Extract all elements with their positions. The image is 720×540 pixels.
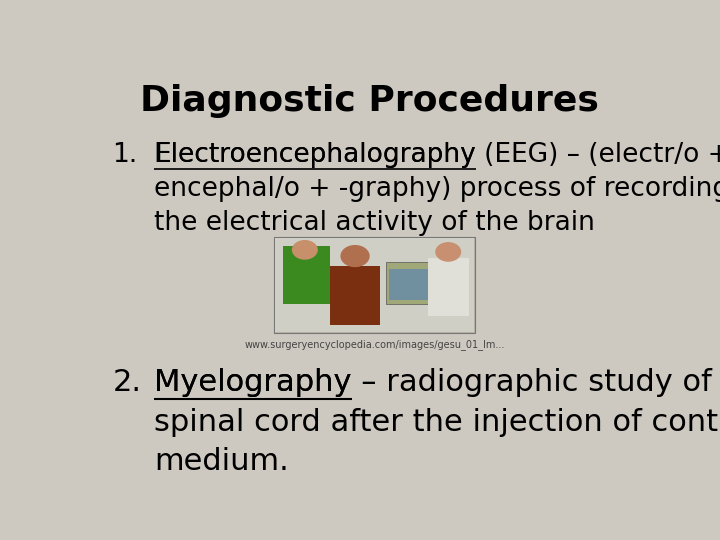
Text: medium.: medium.: [154, 447, 289, 476]
Text: 1.: 1.: [112, 141, 138, 168]
FancyBboxPatch shape: [275, 238, 474, 332]
FancyBboxPatch shape: [428, 258, 469, 316]
FancyBboxPatch shape: [389, 268, 428, 300]
Text: Electroencephalography (EEG) – (electr/o +: Electroencephalography (EEG) – (electr/o…: [154, 141, 720, 168]
FancyBboxPatch shape: [330, 266, 380, 325]
FancyBboxPatch shape: [274, 238, 475, 333]
Text: Electroencephalography: Electroencephalography: [154, 141, 476, 168]
Circle shape: [341, 246, 369, 266]
Text: Myelography: Myelography: [154, 368, 351, 397]
FancyBboxPatch shape: [282, 246, 330, 304]
Text: spinal cord after the injection of contrast: spinal cord after the injection of contr…: [154, 408, 720, 437]
FancyBboxPatch shape: [386, 262, 433, 304]
Text: 2.: 2.: [112, 368, 141, 397]
Text: Myelography – radiographic study of the: Myelography – radiographic study of the: [154, 368, 720, 397]
Text: the electrical activity of the brain: the electrical activity of the brain: [154, 210, 595, 236]
Text: encephal/o + -graphy) process of recording: encephal/o + -graphy) process of recordi…: [154, 176, 720, 202]
Text: Diagnostic Procedures: Diagnostic Procedures: [140, 84, 598, 118]
Text: www.surgeryencyclopedia.com/images/gesu_01_Im...: www.surgeryencyclopedia.com/images/gesu_…: [244, 339, 505, 350]
Circle shape: [436, 243, 461, 261]
Circle shape: [292, 241, 317, 259]
